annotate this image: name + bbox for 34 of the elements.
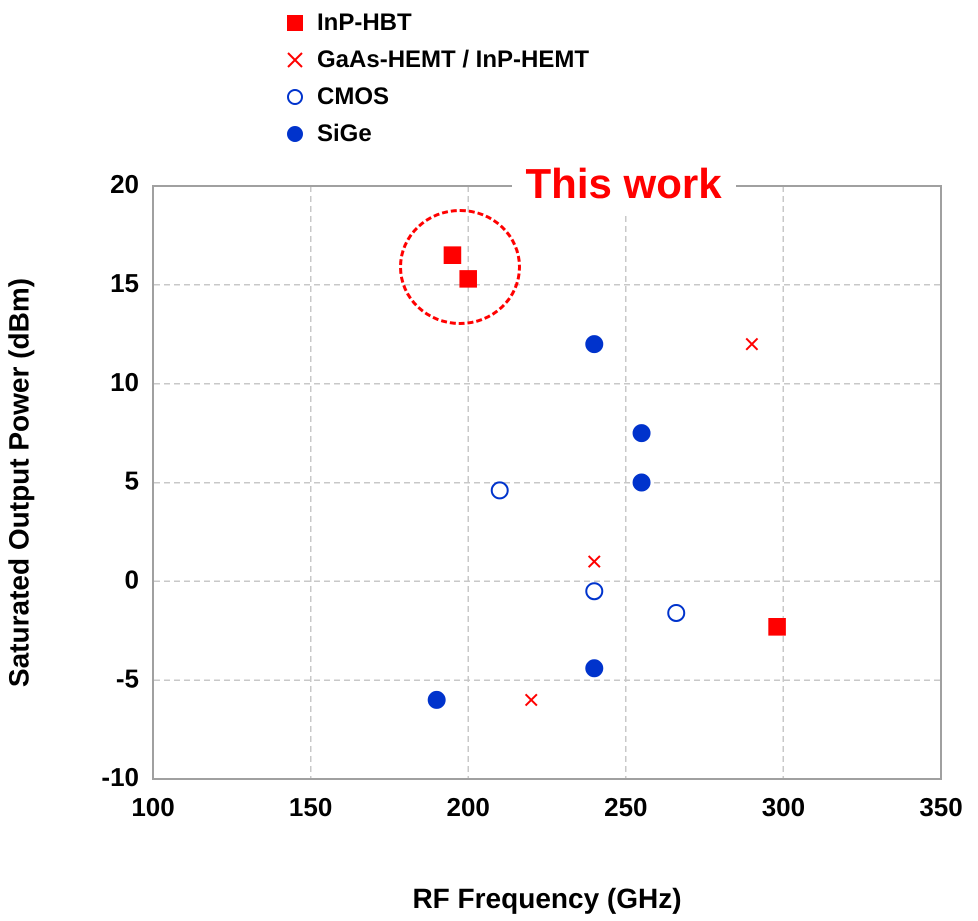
y-tick-label: 0: [124, 564, 139, 595]
x-tick-label: 350: [919, 792, 963, 822]
point: [585, 659, 604, 678]
legend-label: GaAs-HEMT / InP-HEMT: [317, 46, 590, 74]
x-tick-label: 300: [762, 792, 806, 822]
y-tick-label: 20: [110, 169, 139, 200]
legend-label: CMOS: [317, 82, 389, 110]
x-tick-label: 250: [604, 792, 648, 822]
y-tick-label: 15: [110, 268, 139, 298]
point: [588, 554, 601, 568]
x-tick-label: 150: [288, 792, 332, 822]
point: [632, 474, 651, 492]
point: [459, 270, 477, 288]
point: [490, 481, 509, 500]
x-tick-label: 100: [131, 792, 175, 822]
y-tick-label: 10: [110, 366, 139, 397]
y-tick-label: 5: [124, 466, 139, 496]
annotation: This work: [512, 156, 736, 212]
point: [632, 424, 651, 442]
x-tick-label: 200: [446, 792, 490, 822]
legend-label: InP-HBT: [317, 8, 412, 36]
point: [585, 582, 604, 600]
y-tick-label: -5: [116, 663, 139, 694]
point: [428, 690, 446, 709]
point: [745, 337, 759, 351]
point: [667, 604, 686, 622]
point: [444, 246, 462, 264]
x-axis-title: RF Frequency (GHz): [412, 882, 682, 914]
point: [768, 618, 786, 636]
point: [524, 693, 538, 707]
legend-label: SiGe: [317, 120, 372, 148]
point: [585, 335, 604, 354]
y-axis-title: Saturated Output Power (dBm): [4, 278, 35, 688]
y-tick-label: -10: [101, 762, 139, 792]
